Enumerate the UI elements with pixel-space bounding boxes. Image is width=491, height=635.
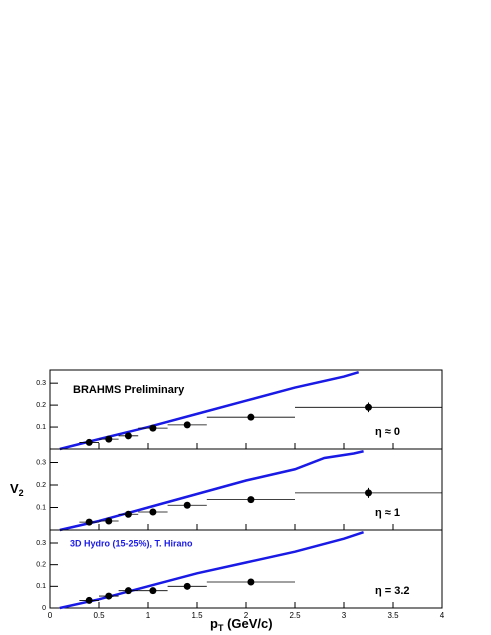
x-label-rest: (GeV/c) bbox=[223, 616, 272, 631]
x-axis-label: pT (GeV/c) bbox=[210, 616, 273, 633]
x-tick-label: 4 bbox=[440, 611, 445, 620]
data-point bbox=[124, 432, 132, 440]
data-point bbox=[105, 592, 113, 600]
model-label: 3D Hydro (15-25%), T. Hirano bbox=[70, 538, 193, 548]
x-tick-label: 0.5 bbox=[93, 611, 105, 620]
data-point bbox=[105, 517, 113, 525]
x-tick-label: 2 bbox=[244, 611, 249, 620]
data-point bbox=[105, 435, 113, 443]
data-point bbox=[124, 510, 132, 518]
y-tick-label: 0.1 bbox=[36, 424, 46, 431]
data-point bbox=[85, 518, 93, 526]
data-point bbox=[149, 508, 157, 516]
x-tick-label: 3.5 bbox=[387, 611, 399, 620]
data-point bbox=[85, 596, 93, 604]
x-tick-label: 1 bbox=[146, 611, 151, 620]
x-label-sub: T bbox=[218, 623, 224, 633]
y-label-main: V bbox=[10, 481, 19, 496]
data-point bbox=[183, 582, 191, 590]
x-tick-label: 3 bbox=[342, 611, 347, 620]
eta-label: η ≈ 0 bbox=[375, 426, 400, 438]
data-point bbox=[183, 421, 191, 429]
y-tick-label: 0.2 bbox=[36, 482, 46, 489]
data-point bbox=[124, 587, 132, 595]
data-point bbox=[247, 413, 255, 421]
data-point bbox=[183, 501, 191, 509]
data-point bbox=[247, 496, 255, 504]
eta-label: η ≈ 1 bbox=[375, 507, 400, 519]
y-tick-label: 0.2 bbox=[36, 562, 46, 569]
y-label-sub: 2 bbox=[19, 488, 24, 498]
y-tick-label: 0.3 bbox=[36, 540, 46, 547]
x-tick-label: 1.5 bbox=[191, 611, 203, 620]
data-point bbox=[365, 489, 372, 497]
model-curve bbox=[59, 450, 364, 532]
data-point bbox=[149, 587, 157, 595]
y-tick-label: 0.3 bbox=[36, 380, 46, 387]
data-point bbox=[85, 438, 93, 446]
data-point bbox=[149, 424, 157, 432]
y-axis-label: V2 bbox=[10, 481, 24, 498]
x-tick-label: 2.5 bbox=[289, 611, 301, 620]
y-tick-label: 0.1 bbox=[36, 504, 46, 511]
x-label-main: p bbox=[210, 616, 218, 631]
y-tick-label: 0.3 bbox=[36, 459, 46, 466]
x-tick-label: 0 bbox=[48, 611, 53, 620]
y-tick-label: 0 bbox=[42, 605, 46, 612]
data-point bbox=[365, 403, 372, 411]
y-tick-label: 0.1 bbox=[36, 583, 46, 590]
eta-label: η = 3.2 bbox=[375, 585, 410, 597]
y-tick-label: 0.2 bbox=[36, 402, 46, 409]
annotation: BRAHMS Preliminary bbox=[73, 384, 185, 396]
data-point bbox=[247, 578, 255, 586]
